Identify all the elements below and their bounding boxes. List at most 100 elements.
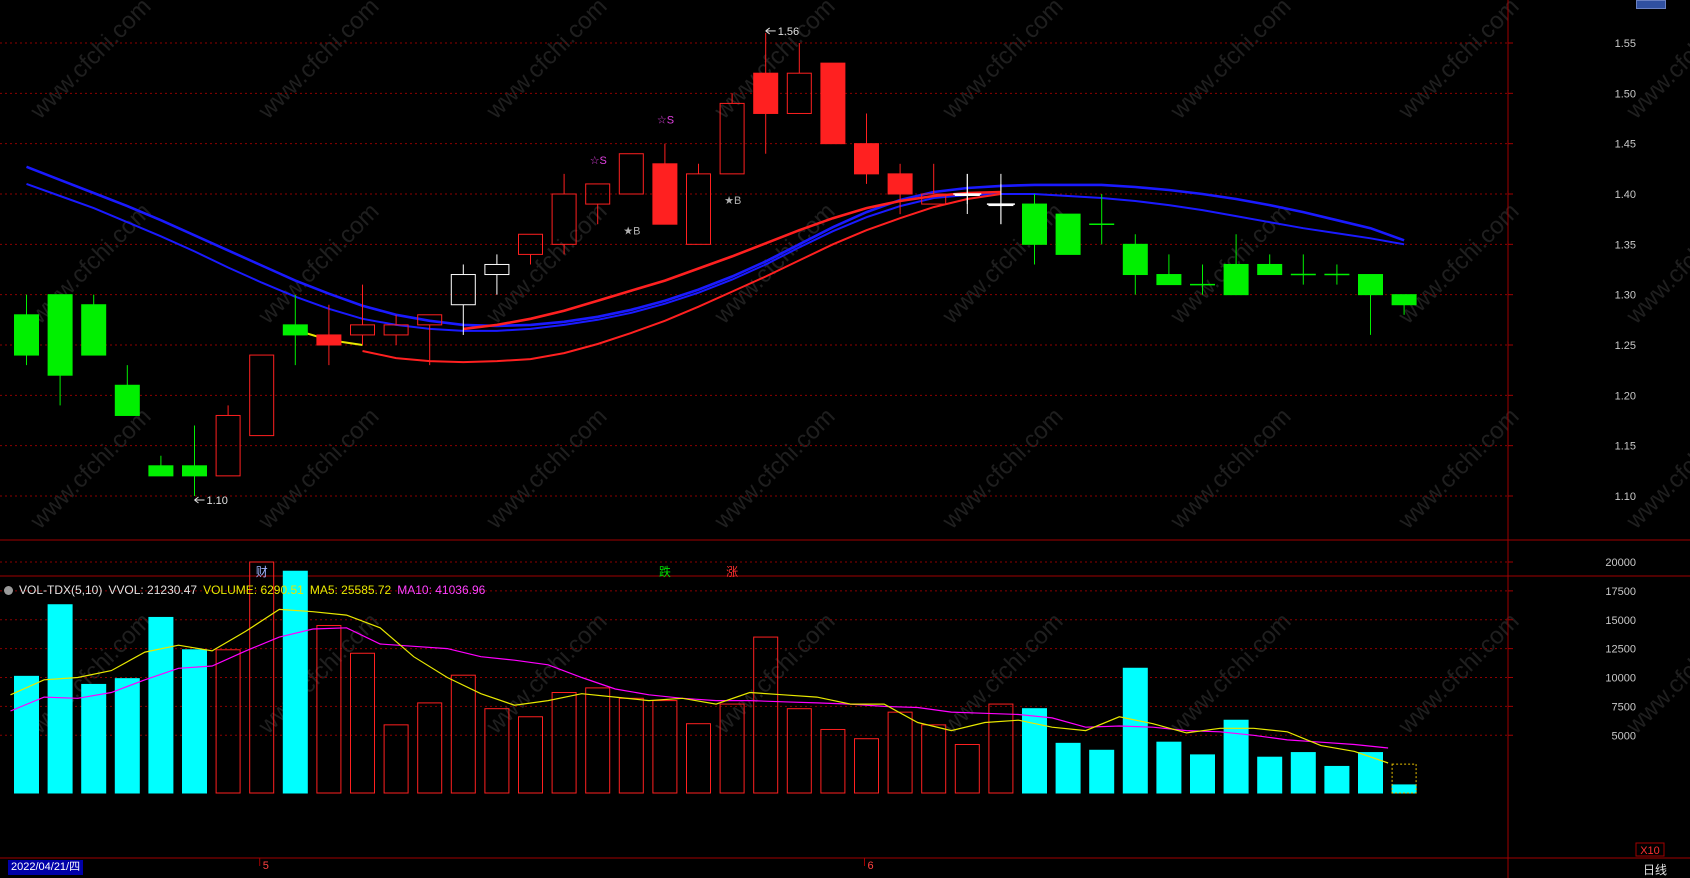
event-marker-2[interactable]: 涨 [726, 564, 738, 579]
volume-tick-label-5: 7500 [1612, 701, 1636, 713]
volume-bar-29[interactable] [988, 703, 1014, 794]
candlestick-series[interactable] [14, 32, 1417, 496]
watermark-text-27: www.cfchi.com [708, 608, 840, 740]
volume-bar-32[interactable] [1089, 749, 1115, 794]
candle-39[interactable] [1324, 264, 1350, 285]
volume-bar-12[interactable] [417, 702, 443, 794]
volume-bar-7[interactable] [249, 561, 275, 794]
volume-bar-26[interactable] [887, 711, 913, 794]
candle-23[interactable] [786, 43, 812, 114]
candle-27[interactable] [921, 163, 947, 205]
candle-38[interactable] [1290, 254, 1316, 285]
candle-18[interactable] [618, 153, 644, 195]
candle-40[interactable] [1358, 274, 1383, 335]
volume-bar-10[interactable] [350, 652, 375, 794]
volume-bar-30[interactable] [1022, 708, 1047, 794]
candle-3[interactable] [114, 365, 140, 416]
candle-5[interactable] [182, 425, 207, 496]
volume-bar-24[interactable] [820, 728, 846, 794]
volume-bar-0[interactable] [14, 675, 39, 794]
volume-bar-28[interactable] [954, 743, 980, 794]
candle-35[interactable] [1190, 264, 1215, 295]
volume-bar-17[interactable] [585, 687, 611, 794]
volume-bar-39[interactable] [1324, 765, 1350, 794]
volume-bar-13[interactable] [450, 674, 476, 794]
volume-bar-25[interactable] [854, 738, 879, 794]
candle-32[interactable] [1089, 194, 1115, 245]
candle-4[interactable] [148, 455, 174, 477]
candle-6[interactable] [215, 405, 241, 477]
candle-24[interactable] [820, 62, 846, 145]
candle-36[interactable] [1223, 234, 1249, 296]
period-label[interactable]: 日线 [1643, 863, 1668, 877]
candle-9[interactable] [316, 304, 342, 366]
volume-bar-series[interactable] [14, 561, 1417, 794]
volume-bar-21[interactable] [719, 703, 745, 794]
candle-17[interactable] [585, 183, 611, 225]
volume-bar-18[interactable] [618, 697, 644, 794]
volume-bar-9[interactable] [316, 625, 342, 794]
price-tick-label-2: 1.45 [1615, 139, 1636, 151]
volume-bar-3[interactable] [114, 678, 140, 794]
volume-bar-1[interactable] [47, 604, 73, 794]
volume-bar-2[interactable] [81, 683, 107, 794]
volume-bar-36[interactable] [1223, 719, 1249, 794]
watermark-text-1: www.cfchi.com [252, 0, 384, 125]
volume-bar-15[interactable] [518, 716, 543, 794]
volume-bar-16[interactable] [551, 692, 577, 794]
candle-10[interactable] [350, 284, 375, 345]
volume-bar-6[interactable] [215, 649, 241, 794]
candle-34[interactable] [1156, 254, 1182, 286]
volume-bar-38[interactable] [1290, 752, 1316, 794]
volume-bar-35[interactable] [1190, 754, 1215, 794]
volume-bar-40[interactable] [1358, 752, 1383, 794]
candle-2[interactable] [81, 294, 107, 356]
volume-bar-34[interactable] [1156, 741, 1182, 794]
candle-31[interactable] [1055, 213, 1081, 255]
candle-13[interactable] [450, 264, 476, 335]
volume-bar-41[interactable] [1391, 784, 1417, 794]
volume-bar-33[interactable] [1122, 667, 1148, 794]
candle-12[interactable] [417, 314, 443, 366]
candle-25[interactable] [854, 113, 879, 184]
candle-11[interactable] [383, 314, 409, 345]
volume-bar-20[interactable] [686, 723, 711, 794]
candle-15[interactable] [518, 233, 543, 265]
candle-37[interactable] [1257, 254, 1283, 276]
watermark-text-11: www.cfchi.com [708, 198, 840, 330]
candle-19[interactable] [652, 143, 678, 225]
top-right-badge[interactable] [1636, 0, 1666, 9]
volume-bar-27[interactable] [921, 724, 947, 794]
volume-bar-4[interactable] [148, 616, 174, 794]
volume-bar-31[interactable] [1055, 742, 1081, 794]
candle-7[interactable] [249, 354, 275, 437]
indicator-menu-icon[interactable] [4, 586, 13, 595]
candle-41[interactable] [1391, 294, 1417, 315]
candle-body-23 [786, 72, 812, 114]
volume-bar-11[interactable] [383, 724, 409, 794]
candle-14[interactable] [484, 254, 510, 295]
volume-bar-5[interactable] [182, 649, 207, 794]
volume-bar-14[interactable] [484, 708, 510, 794]
candle-20[interactable] [686, 163, 711, 245]
candle-0[interactable] [14, 294, 39, 366]
volume-bar-8[interactable] [282, 570, 308, 794]
candle-26[interactable] [887, 163, 913, 215]
volume-bar-19[interactable] [652, 700, 678, 794]
event-markers[interactable]: 财跌涨 [256, 564, 738, 579]
volume-bar-37[interactable] [1257, 756, 1283, 794]
candle-21[interactable] [719, 93, 745, 175]
volume-bar-22[interactable] [753, 636, 779, 794]
candle-33[interactable] [1122, 234, 1148, 295]
indicator-name[interactable]: VOL-TDX(5,10) [19, 583, 103, 597]
watermark-text-17: www.cfchi.com [252, 403, 384, 535]
event-marker-1[interactable]: 跌 [659, 564, 671, 579]
candle-22[interactable] [753, 32, 779, 154]
volume-bar-23[interactable] [786, 708, 812, 794]
candle-16[interactable] [551, 173, 577, 255]
candle-30[interactable] [1022, 194, 1047, 265]
candle-8[interactable] [282, 294, 308, 366]
candle-1[interactable] [47, 294, 73, 406]
event-marker-0[interactable]: 财 [256, 565, 268, 579]
